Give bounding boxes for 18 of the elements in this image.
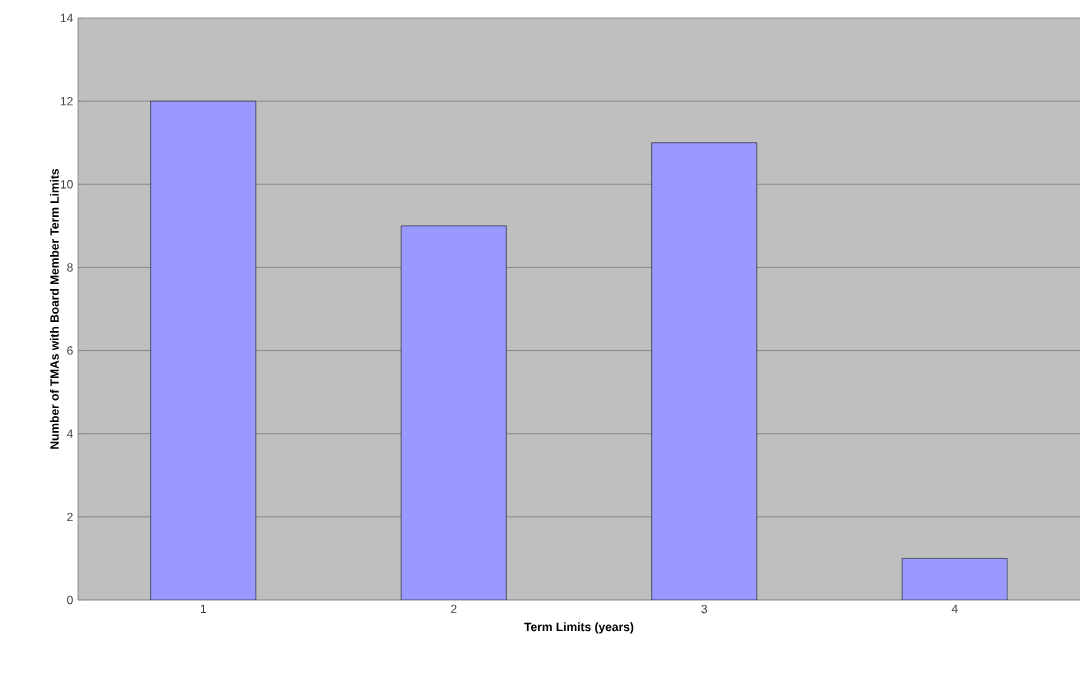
bar (901, 558, 1008, 601)
y-tick-label: 6 (67, 346, 73, 355)
bar (651, 142, 758, 601)
y-axis-title: Number of TMAs with Board Member Term Limits (49, 169, 59, 449)
y-tick-label: 4 (66, 429, 73, 439)
x-tick-label: 1 (200, 604, 206, 614)
y-tick-label: 12 (60, 97, 73, 106)
x-axis-title: Term Limits (years) (524, 622, 634, 634)
bar (150, 101, 257, 601)
y-tick-label: 2 (67, 512, 73, 522)
bar (400, 225, 507, 601)
x-tick-label: 2 (451, 604, 457, 614)
y-tick-label: 0 (67, 595, 73, 605)
x-tick-label: 4 (951, 604, 958, 614)
y-tick-label: 10 (60, 180, 73, 189)
x-tick-label: 3 (701, 604, 708, 614)
y-tick-label: 8 (67, 263, 73, 272)
y-tick-label: 14 (60, 14, 73, 23)
